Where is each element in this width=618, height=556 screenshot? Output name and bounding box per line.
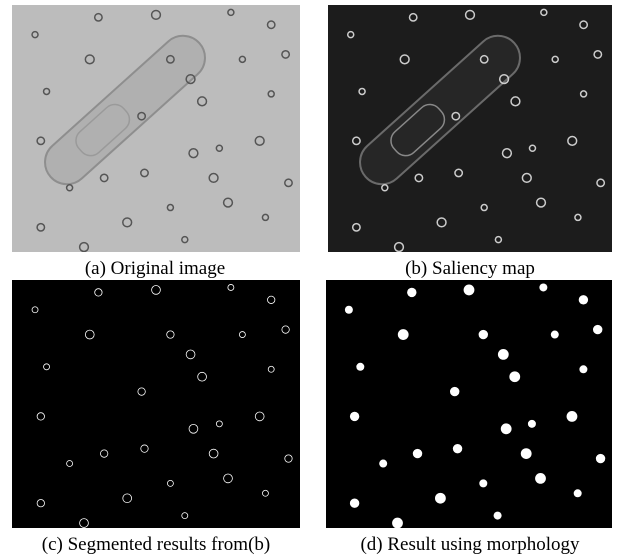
particle bbox=[539, 283, 547, 291]
figure: (a) Original image (b) Saliency map (c) … bbox=[0, 0, 618, 556]
particle bbox=[350, 499, 359, 508]
caption: (d) Result using morphology bbox=[360, 534, 580, 555]
particle bbox=[579, 295, 588, 304]
particle bbox=[567, 411, 578, 422]
particle bbox=[551, 331, 559, 339]
particle bbox=[574, 489, 582, 497]
particle bbox=[392, 518, 403, 529]
particle bbox=[498, 349, 509, 360]
particle bbox=[453, 444, 462, 453]
caption: (c) Segmented results from(b) bbox=[42, 534, 270, 555]
particle bbox=[345, 306, 353, 314]
particle bbox=[528, 420, 536, 428]
particle bbox=[479, 479, 487, 487]
particle bbox=[509, 371, 520, 382]
particle bbox=[435, 493, 446, 504]
particle bbox=[593, 325, 602, 334]
particle bbox=[356, 363, 364, 371]
particle bbox=[579, 365, 587, 373]
particle bbox=[501, 423, 512, 434]
particle bbox=[596, 454, 605, 463]
panel-saliency bbox=[328, 5, 612, 252]
particle bbox=[464, 285, 475, 296]
particle bbox=[413, 449, 422, 458]
particle bbox=[450, 387, 459, 396]
particle bbox=[521, 448, 532, 459]
particle bbox=[350, 412, 359, 421]
panel-original bbox=[12, 5, 300, 252]
particle bbox=[479, 330, 488, 339]
particle bbox=[379, 460, 387, 468]
particle bbox=[407, 288, 416, 297]
caption: (a) Original image bbox=[85, 258, 225, 279]
caption: (b) Saliency map bbox=[405, 258, 535, 279]
panel-segmented bbox=[12, 280, 300, 528]
panel-morphology bbox=[326, 280, 612, 528]
particle bbox=[398, 329, 409, 340]
particle bbox=[494, 512, 502, 520]
particle bbox=[535, 473, 546, 484]
